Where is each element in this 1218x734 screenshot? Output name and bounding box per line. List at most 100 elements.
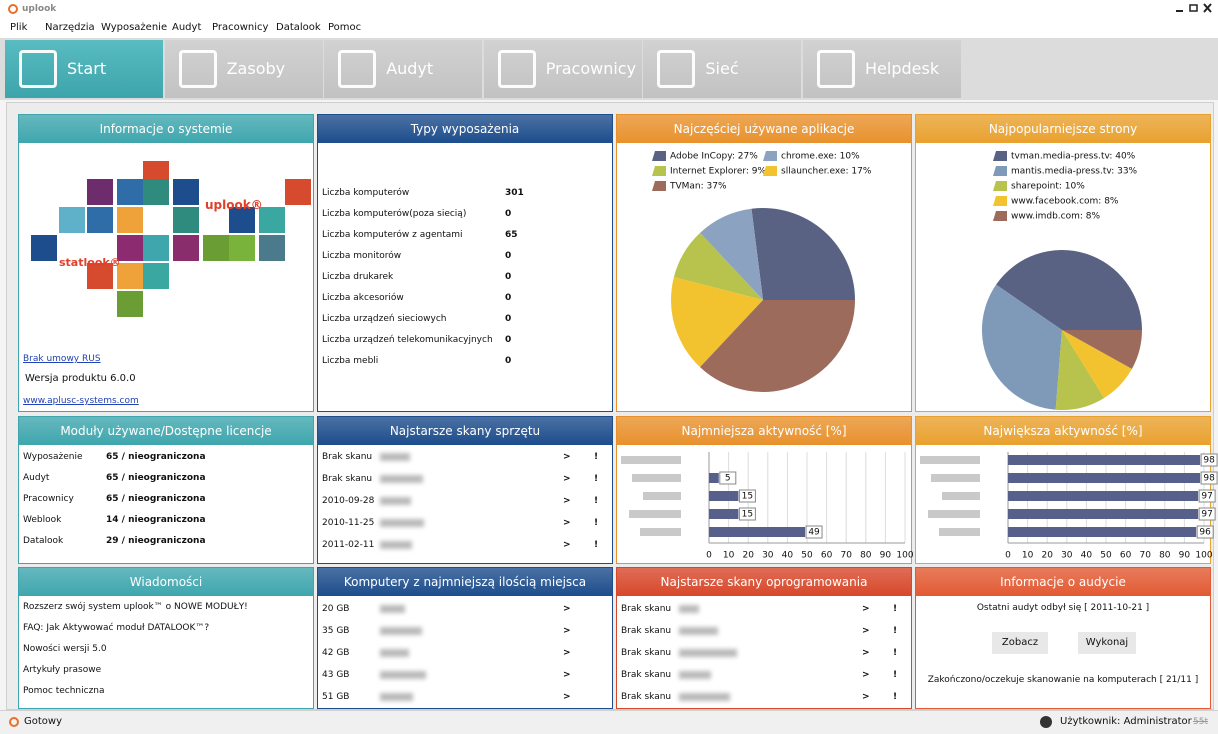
news-link[interactable]: Artykuły prasowe [23, 665, 102, 675]
more-arrow[interactable]: > [862, 648, 870, 658]
panel: Najstarsze skany oprogramowania Brak skan… [616, 567, 912, 709]
blurred-text [380, 497, 411, 505]
nav-tab[interactable]: Start [5, 40, 163, 98]
row-value: 0 [505, 251, 512, 261]
nav-tab[interactable]: Zasoby [164, 40, 323, 98]
tab-icon [19, 50, 57, 88]
tab-icon [178, 50, 217, 88]
link[interactable]: www.aplusc-systems.com [23, 396, 139, 406]
more-arrow[interactable]: > [563, 604, 571, 614]
link[interactable]: Brak umowy RUS [23, 354, 101, 364]
tab-icon [657, 50, 696, 88]
more-arrow[interactable]: > [563, 670, 571, 680]
row-value: 65 / nieograniczona [106, 473, 206, 483]
more-arrow[interactable]: > [862, 670, 870, 680]
more-arrow[interactable]: > [563, 474, 571, 484]
tab-label[interactable]: Zasoby [226, 59, 286, 78]
nav-tab[interactable]: Audyt [324, 40, 483, 98]
menu-item[interactable]: Datalook [276, 22, 321, 33]
more-arrow[interactable]: > [563, 692, 571, 702]
blurred-text [380, 693, 413, 701]
news-link[interactable]: Nowości wersji 5.0 [23, 644, 107, 654]
row-label: Liczba komputerów z agentami [322, 230, 463, 240]
tab-label[interactable]: Pracownicy [545, 59, 637, 78]
row-label: Wyposażenie [23, 452, 83, 462]
nav-tab[interactable]: Helpdesk [803, 40, 961, 98]
version-text: Wersja produktu 6.0.0 [25, 373, 136, 384]
menu-item[interactable]: Narzędzia [45, 22, 95, 33]
panel-header: Najmniejsza aktywność [%] [617, 417, 911, 445]
more-arrow[interactable]: > [862, 604, 870, 614]
panel: Wiadomości Rozszerz swój system uplook™ o… [18, 567, 314, 709]
row-label: 2010-11-25 [322, 518, 375, 528]
panel-header: Największa aktywność [%] [916, 417, 1210, 445]
menu-item[interactable]: Pomoc [328, 22, 362, 33]
more-arrow[interactable]: > [862, 692, 870, 702]
button[interactable]: Wykonaj [1078, 632, 1136, 654]
nav-tab[interactable]: Pracownicy [483, 40, 642, 98]
blurred-text [679, 671, 711, 679]
menu-item[interactable]: Plik [10, 22, 28, 33]
row-value: 0 [505, 293, 512, 303]
menu-item[interactable]: Wyposażenie [101, 22, 168, 33]
menu-item[interactable]: Audyt [172, 22, 202, 33]
more-arrow[interactable]: > [563, 540, 571, 550]
nav-tab[interactable]: Sieć [643, 40, 802, 98]
status-bar [0, 710, 1218, 734]
more-arrow[interactable]: > [862, 626, 870, 636]
logo-tile [117, 235, 143, 261]
row-label: Liczba urządzeń sieciowych [322, 314, 447, 324]
row-value: 65 / nieograniczona [106, 494, 206, 504]
blurred-text [380, 475, 423, 483]
logo-tile [59, 207, 85, 233]
alert-icon: ! [893, 692, 898, 702]
more-arrow[interactable]: > [563, 518, 571, 528]
panel-header: Najpopularniejsze strony [916, 115, 1210, 143]
menu-item[interactable]: Pracownicy [212, 22, 269, 33]
tab-label[interactable]: Start [67, 59, 107, 78]
logo-tile [173, 179, 199, 205]
blurred-text [380, 519, 424, 527]
audit-status: Zakończono/oczekuje skanowanie na komput… [927, 675, 1199, 685]
logo-tile [285, 179, 311, 205]
logo-tile [229, 235, 255, 261]
status-extra: 55t [1193, 717, 1208, 727]
row-label: Brak skanu [621, 648, 672, 658]
row-label: Brak skanu [621, 692, 672, 702]
row-value: 14 / nieograniczona [106, 515, 206, 525]
tab-label[interactable]: Audyt [386, 59, 434, 78]
more-arrow[interactable]: > [563, 496, 571, 506]
news-link[interactable]: FAQ: Jak Aktywować moduł DATALOOK™? [23, 623, 210, 633]
row-label: Pracownicy [23, 494, 74, 504]
row-label: 42 GB [322, 648, 350, 658]
blurred-text [679, 649, 737, 657]
row-label: 2010-09-28 [322, 496, 375, 506]
row-value: 301 [505, 188, 524, 198]
alert-icon: ! [893, 670, 898, 680]
row-value: 0 [505, 356, 512, 366]
blurred-text [380, 649, 409, 657]
row-value: 65 / nieograniczona [106, 452, 206, 462]
row-label: 43 GB [322, 670, 350, 680]
row-label: Brak skanu [621, 604, 672, 614]
row-label: 20 GB [322, 604, 350, 614]
status-text: Gotowy [24, 716, 63, 727]
tab-label[interactable]: Helpdesk [865, 59, 940, 78]
news-link[interactable]: Pomoc techniczna [23, 686, 105, 696]
panel: Najpopularniejsze strony [915, 114, 1211, 412]
row-label: 35 GB [322, 626, 350, 636]
more-arrow[interactable]: > [563, 626, 571, 636]
logo-tile [117, 207, 143, 233]
more-arrow[interactable]: > [563, 452, 571, 462]
tab-label[interactable]: Sieć [705, 59, 739, 78]
news-link[interactable]: Rozszerz swój system uplook™ o NOWE MODU… [23, 602, 248, 612]
row-value: 0 [505, 209, 512, 219]
row-value: 29 / nieograniczona [106, 536, 206, 546]
logo-tile [87, 207, 113, 233]
blurred-text [380, 541, 412, 549]
more-arrow[interactable]: > [563, 648, 571, 658]
row-label: Liczba mebli [322, 356, 379, 366]
button[interactable]: Zobacz [992, 632, 1048, 654]
logo-text: uplook® [205, 198, 263, 212]
row-label: Brak skanu [621, 670, 672, 680]
